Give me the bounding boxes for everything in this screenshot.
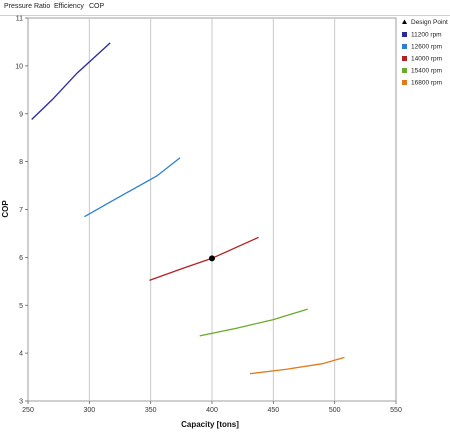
- legend-label: 14000 rpm: [411, 56, 442, 63]
- series-line-15400-rpm: [199, 308, 308, 337]
- x-tick-label: 400: [206, 407, 218, 414]
- y-axis-label: COP: [1, 200, 10, 218]
- y-tick-label: 8: [19, 159, 23, 166]
- y-tick-label: 5: [19, 303, 23, 310]
- design-point-marker: [209, 255, 215, 262]
- legend-label: 16800 rpm: [411, 80, 442, 87]
- legend-swatch: [402, 80, 407, 85]
- x-tick-label: 250: [22, 407, 34, 414]
- series-lines: [31, 42, 345, 375]
- y-tick-label: 11: [16, 16, 23, 23]
- tab-efficiency[interactable]: Efficiency: [54, 3, 84, 10]
- legend: Design Point 11200 rpm 12600 rpm 14000 rpm 1…: [402, 19, 448, 87]
- series-line-16800-rpm: [249, 356, 345, 375]
- legend-label: 15400 rpm: [411, 68, 442, 75]
- series-line-12600-rpm: [84, 157, 181, 218]
- legend-label: 11200 rpm: [411, 32, 442, 39]
- x-tick-label: 450: [267, 407, 279, 414]
- x-tick-label: 350: [145, 407, 157, 414]
- y-tick-label: 7: [19, 207, 23, 214]
- legend-design-point-icon: [402, 19, 407, 24]
- y-tick-label: 4: [19, 351, 23, 358]
- x-tick-label: 500: [329, 407, 341, 414]
- legend-label-design-point: Design Point: [411, 19, 448, 26]
- legend-swatch: [402, 68, 407, 73]
- y-tick-labels: 3 4 5 6 7 8 9 10 11: [15, 16, 23, 406]
- tab-cop[interactable]: COP: [89, 3, 105, 10]
- series-line-14000-rpm: [149, 236, 259, 282]
- y-tick-label: 10: [15, 63, 23, 70]
- gridlines: [25, 17, 397, 404]
- series-line-11200-rpm: [31, 42, 111, 120]
- y-tick-label: 3: [19, 399, 23, 406]
- legend-label: 12600 rpm: [411, 44, 442, 51]
- y-tick-label: 6: [19, 255, 23, 262]
- y-tick-label: 9: [19, 111, 23, 118]
- tab-bar: Pressure Ratio Efficiency COP: [0, 0, 450, 16]
- x-tick-labels: 250 300 350 400 450 500 550: [22, 407, 402, 414]
- legend-swatch: [402, 44, 407, 49]
- x-tick-label: 550: [390, 407, 402, 414]
- x-axis-label: Capacity [tons]: [181, 420, 239, 429]
- legend-swatch: [402, 56, 407, 61]
- tab-pressure-ratio[interactable]: Pressure Ratio: [4, 3, 51, 10]
- legend-swatch: [402, 32, 407, 37]
- x-tick-label: 300: [83, 407, 95, 414]
